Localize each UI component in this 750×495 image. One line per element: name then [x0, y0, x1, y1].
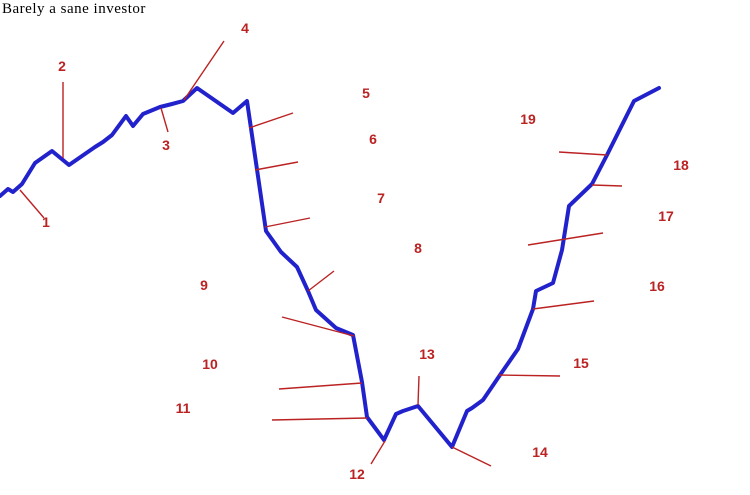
leader-line-4	[183, 40, 225, 101]
leader-line-8	[307, 270, 335, 292]
leader-line-16	[532, 300, 595, 310]
leader-line-15	[498, 374, 561, 377]
stage-label-15: 15	[573, 355, 589, 371]
leader-line-12	[370, 440, 386, 465]
stage-label-18: 18	[673, 157, 689, 173]
stage-label-1: 1	[42, 214, 50, 230]
leader-line-3	[160, 107, 169, 133]
leader-line-9	[281, 316, 355, 337]
leader-line-18	[591, 184, 623, 187]
leader-line-7	[264, 217, 311, 228]
stage-label-10: 10	[202, 356, 218, 372]
leader-line-6	[254, 161, 299, 171]
stage-label-19: 19	[520, 111, 536, 127]
stage-label-13: 13	[419, 346, 435, 362]
leader-line-14	[451, 446, 492, 467]
leader-line-10	[278, 382, 363, 390]
stage-label-8: 8	[414, 240, 422, 256]
stage-label-11: 11	[176, 400, 191, 416]
chart-title: Barely a sane investor	[2, 1, 146, 17]
leader-line-5	[248, 112, 294, 129]
leader-line-11	[271, 417, 368, 421]
stage-label-2: 2	[58, 58, 66, 74]
stage-label-16: 16	[649, 278, 665, 294]
leader-line-1	[19, 189, 45, 219]
stage-label-6: 6	[369, 131, 377, 147]
leader-line-17	[527, 232, 604, 246]
stage-label-14: 14	[532, 444, 548, 460]
stage-label-9: 9	[200, 277, 208, 293]
leader-line-13	[417, 375, 420, 406]
stage-label-17: 17	[658, 208, 674, 224]
stage-label-7: 7	[377, 190, 385, 206]
stage-label-12: 12	[349, 466, 365, 482]
stage-label-4: 4	[241, 20, 249, 36]
stage-label-3: 3	[162, 137, 170, 153]
leader-line-19	[558, 151, 608, 156]
stage-label-5: 5	[362, 85, 370, 101]
market-cycle-curve	[0, 86, 661, 449]
